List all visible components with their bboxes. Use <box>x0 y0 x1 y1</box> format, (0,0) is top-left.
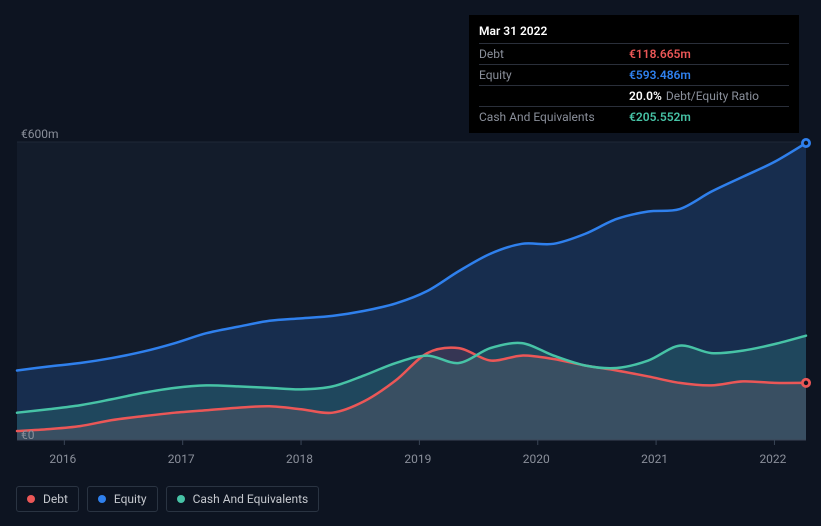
chart-tooltip: Mar 31 2022 Debt€118.665mEquity€593.486m… <box>469 15 799 133</box>
tooltip-row: Debt€118.665m <box>479 43 789 64</box>
y-axis-tick: €0 <box>21 428 35 442</box>
legend-item[interactable]: Cash And Equivalents <box>166 486 320 512</box>
tooltip-row: 20.0% Debt/Equity Ratio <box>479 85 789 106</box>
legend-label: Debt <box>43 492 68 506</box>
tooltip-title: Mar 31 2022 <box>479 21 789 43</box>
x-axis-tick: 2020 <box>523 452 550 466</box>
x-axis-tick: 2021 <box>641 452 668 466</box>
legend-label: Equity <box>114 492 147 506</box>
tooltip-row-extra: Debt/Equity Ratio <box>666 89 759 103</box>
legend-label: Cash And Equivalents <box>193 492 309 506</box>
x-axis-tick: 2016 <box>49 452 76 466</box>
tooltip-row-value: €593.486m <box>629 68 691 82</box>
x-axis-tick: 2017 <box>168 452 195 466</box>
chart-legend: Debt Equity Cash And Equivalents <box>16 486 319 512</box>
tooltip-row-label: Debt <box>479 47 629 61</box>
legend-item[interactable]: Equity <box>87 486 158 512</box>
legend-dot-icon <box>27 495 35 503</box>
tooltip-row-value: €205.552m <box>629 110 691 124</box>
legend-dot-icon <box>177 495 185 503</box>
tooltip-row-label <box>479 89 629 103</box>
y-axis-tick: €600m <box>21 127 59 141</box>
tooltip-row: Cash And Equivalents€205.552m <box>479 106 789 127</box>
tooltip-row-label: Equity <box>479 68 629 82</box>
x-axis-tick: 2018 <box>286 452 313 466</box>
x-axis-tick: 2019 <box>404 452 431 466</box>
legend-item[interactable]: Debt <box>16 486 79 512</box>
tooltip-row: Equity€593.486m <box>479 64 789 85</box>
x-axis-tick: 2022 <box>759 452 786 466</box>
legend-dot-icon <box>98 495 106 503</box>
tooltip-row-value: €118.665m <box>629 47 691 61</box>
tooltip-row-value: 20.0% <box>629 89 662 103</box>
tooltip-row-label: Cash And Equivalents <box>479 110 629 124</box>
